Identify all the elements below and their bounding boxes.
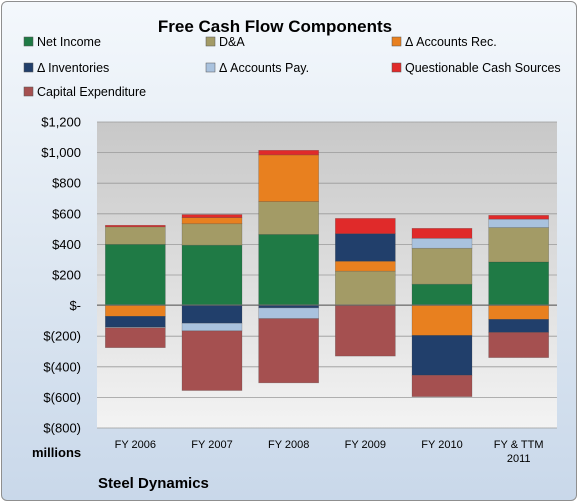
bar-delta-accounts-pay <box>411 237 473 249</box>
legend-swatch <box>205 36 216 47</box>
legend-label: Δ Accounts Pay. <box>219 61 309 75</box>
bar-net-income <box>105 244 166 306</box>
bar-questionable-cash-sources <box>411 228 473 239</box>
chart-title: Free Cash Flow Components <box>158 17 392 36</box>
y-tick-label: $200 <box>52 268 81 283</box>
legend-swatch <box>391 62 402 73</box>
bar-net-income <box>258 234 319 306</box>
bar-net-income <box>181 244 243 306</box>
legend-label: Net Income <box>37 35 101 49</box>
x-axis: FY 2006 FY 2007 FY 2008 FY 2009 FY 2010 FY & … <box>115 439 544 465</box>
legend-label: Δ Inventories <box>37 61 109 75</box>
company-name: Steel Dynamics <box>98 475 209 492</box>
y-tick-label: $(400) <box>43 359 81 374</box>
bar-delta-inventories <box>488 319 549 333</box>
x-tick-label: FY 2010 <box>421 439 462 451</box>
bar-capital-expenditure <box>105 327 166 348</box>
bar-delta-accounts-rec <box>105 305 166 317</box>
legend-swatch <box>23 36 34 47</box>
y-tick-label: $800 <box>52 176 81 191</box>
bar-questionable-cash-sources <box>181 214 243 218</box>
x-tick-label: 2011 <box>507 453 531 465</box>
x-tick-label: FY 2007 <box>191 439 232 451</box>
legend-swatch <box>205 62 216 73</box>
bar-capital-expenditure <box>181 330 243 391</box>
bar-delta-accounts-rec <box>488 305 549 320</box>
bar-questionable-cash-sources <box>488 215 549 220</box>
bars <box>105 150 549 397</box>
bar-delta-accounts-pay <box>258 307 319 319</box>
bar-d-a <box>335 270 396 306</box>
y-tick-label: $1,200 <box>41 115 81 130</box>
y-tick-label: $1,000 <box>41 145 81 160</box>
x-tick-label: FY 2008 <box>268 439 309 451</box>
bar-d-a <box>411 247 473 285</box>
bar-capital-expenditure <box>335 305 396 357</box>
bar-d-a <box>488 227 549 263</box>
bar-delta-inventories <box>258 305 319 309</box>
y-tick-label: $(800) <box>43 421 81 436</box>
bar-net-income <box>488 261 549 306</box>
legend: Net Income D&A Δ Accounts Rec. Δ Inventorie… <box>23 35 561 99</box>
y-tick-label: $(600) <box>43 390 81 405</box>
bar-delta-inventories <box>411 335 473 376</box>
legend-swatch <box>23 62 34 73</box>
gridlines <box>97 121 557 429</box>
x-tick-label: FY 2009 <box>345 439 386 451</box>
bar-delta-inventories <box>105 316 166 328</box>
bar-delta-accounts-rec <box>258 154 319 202</box>
bar-capital-expenditure <box>258 318 319 384</box>
legend-label: Questionable Cash Sources <box>405 61 561 75</box>
y-tick-label: $- <box>69 298 81 313</box>
y-tick-label: $600 <box>52 206 81 221</box>
bar-questionable-cash-sources <box>258 150 319 156</box>
bar-delta-accounts-rec <box>181 217 243 225</box>
x-tick-label: FY 2006 <box>115 439 156 451</box>
bar-d-a <box>105 226 166 245</box>
bar-capital-expenditure <box>488 332 549 358</box>
bar-delta-inventories <box>335 233 396 262</box>
bar-questionable-cash-sources <box>105 224 166 228</box>
bar-d-a <box>181 223 243 246</box>
bar-d-a <box>258 201 319 235</box>
bar-questionable-cash-sources <box>335 218 396 234</box>
legend-label: Δ Accounts Rec. <box>405 35 497 49</box>
y-tick-label: $(200) <box>43 329 81 344</box>
legend-label: Capital Expenditure <box>37 85 146 99</box>
x-tick-label: FY & TTM <box>494 439 544 451</box>
bar-delta-accounts-pay <box>488 218 549 228</box>
y-axis: $1,200 $1,000 $800 $600 $400 $200 $- $(200) $(40… <box>41 115 81 436</box>
legend-swatch <box>391 36 402 47</box>
bar-net-income <box>411 283 473 306</box>
bar-delta-accounts-pay <box>181 322 243 332</box>
bar-delta-inventories <box>181 305 243 324</box>
y-tick-label: $400 <box>52 237 81 252</box>
bar-capital-expenditure <box>411 374 473 397</box>
legend-swatch <box>23 86 34 97</box>
legend-label: D&A <box>219 35 245 49</box>
units-label: millions <box>32 445 81 460</box>
bar-delta-accounts-rec <box>411 305 473 336</box>
bar-delta-accounts-rec <box>335 260 396 272</box>
